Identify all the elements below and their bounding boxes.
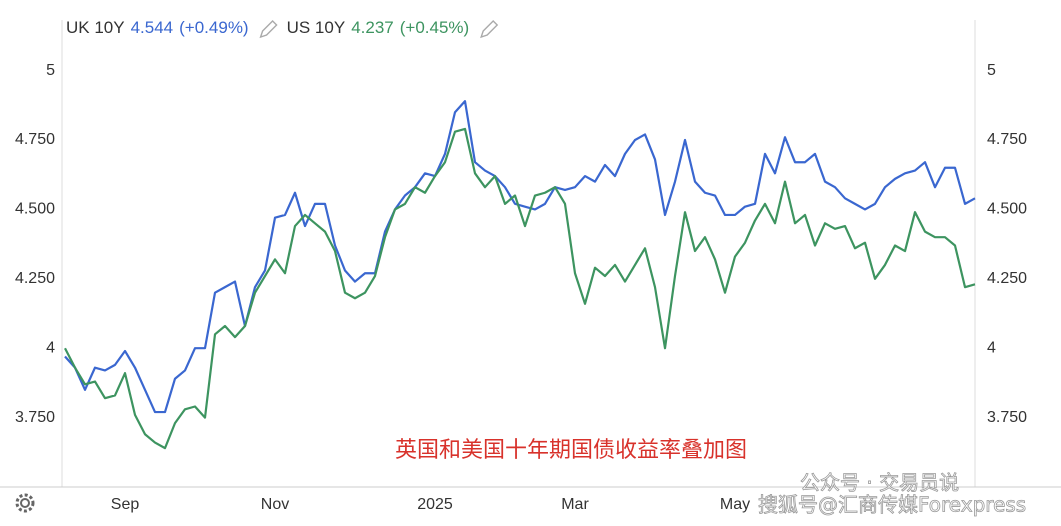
y2-tick-label: 4.500 [987,201,1027,218]
legend: UK 10Y 4.544 (+0.49%) US 10Y 4.237 (+0.45%) [66,18,469,37]
x-tick-label: Nov [261,496,289,513]
settings-icon[interactable] [15,493,35,513]
x-tick-label: 2025 [417,496,453,513]
series-line [64,100,976,414]
x-tick-label: Mar [561,496,589,513]
legend-text: 4.237 [351,18,394,37]
y2-tick-label: 4.750 [987,131,1027,148]
series-line [64,127,976,450]
annotation: 英国和美国十年期国债收益率叠加图 [395,438,747,463]
y2-tick-label: 4.250 [987,270,1027,287]
legend-text: 4.544 [131,18,174,37]
y-tick-label: 5 [46,62,55,79]
legend-text: US 10Y [287,18,346,37]
y-tick-label: 4 [46,339,55,356]
x-tick-label: Sep [111,496,140,513]
legend-text: (+0.45%) [400,18,469,37]
legend-text: (+0.49%) [179,18,248,37]
y-tick-label: 4.250 [15,270,55,287]
y2-tick-label: 5 [987,62,996,79]
gear-teeth [15,493,35,513]
watermark: 搜狐号@汇商传媒Forexpress [758,493,1026,517]
edit-icon [480,20,499,39]
y-tick-label: 3.750 [15,409,55,426]
gear-hole [20,498,30,508]
y2-tick-label: 3.750 [987,409,1027,426]
watermark: 公众号 · 交易员说 [800,471,959,495]
x-tick-label: May [720,496,750,513]
legend-text: UK 10Y [66,18,125,37]
y-tick-label: 4.750 [15,131,55,148]
y2-tick-label: 4 [987,339,996,356]
edit-icon [259,20,278,39]
y-tick-label: 4.500 [15,201,55,218]
